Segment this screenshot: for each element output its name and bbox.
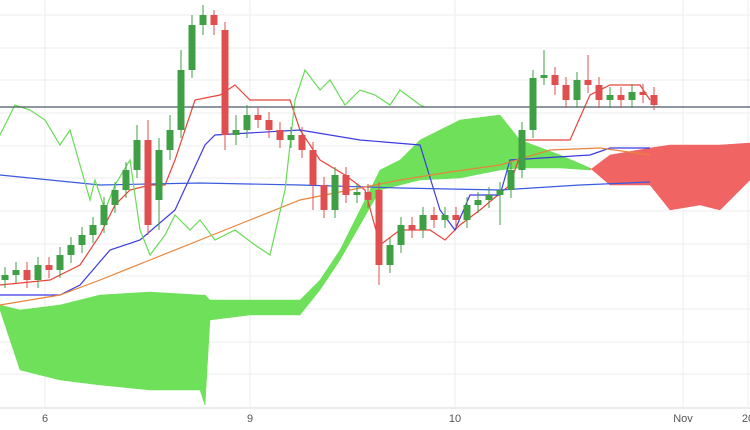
candle-body	[364, 192, 372, 200]
candle-body	[122, 170, 130, 190]
candle-body	[375, 190, 383, 265]
candle-body	[408, 225, 416, 230]
cloud-segment	[199, 294, 206, 406]
candle-body	[166, 130, 174, 150]
candle-body	[595, 85, 603, 100]
candle-body	[221, 30, 229, 135]
indicator-line	[0, 68, 426, 257]
candle-body	[551, 75, 559, 85]
candle-body	[518, 130, 526, 170]
candle-body	[386, 245, 394, 265]
candle-body	[100, 205, 108, 225]
candle-body	[507, 170, 515, 190]
x-tick-label: 9	[247, 413, 253, 425]
indicator-line	[0, 174, 651, 191]
cloud-segment	[719, 142, 750, 211]
indicator-line	[0, 129, 650, 296]
candle-body	[265, 120, 273, 130]
cloud-segment	[149, 291, 201, 391]
candle-body	[78, 235, 86, 245]
candle-body	[254, 115, 262, 120]
candle-body	[89, 225, 97, 235]
candle-body	[12, 270, 20, 275]
candle-body	[353, 192, 361, 195]
candle-body	[210, 15, 218, 25]
candle-body	[628, 92, 636, 100]
candle-body	[463, 205, 471, 220]
candle-body	[441, 215, 449, 220]
candle-body	[430, 215, 438, 220]
cloud-segment	[19, 304, 61, 381]
x-tick-label: 10	[449, 413, 461, 425]
candle-body	[133, 140, 141, 170]
cloud-segment	[459, 114, 501, 179]
candle-body	[309, 150, 317, 185]
candle-body	[485, 195, 493, 200]
candle-body	[56, 255, 64, 270]
candle-body	[639, 92, 647, 95]
candle-body	[23, 270, 31, 280]
candle-body	[34, 265, 42, 280]
candle-body	[584, 80, 592, 85]
candle-body	[144, 140, 152, 225]
candle-body	[540, 75, 548, 78]
candle-body	[298, 135, 306, 150]
candle-body	[342, 175, 350, 195]
candle-body	[496, 190, 504, 195]
candle-body	[331, 175, 339, 210]
cloud-segment	[249, 299, 301, 316]
candle-body	[320, 185, 328, 210]
candle-body	[617, 95, 625, 100]
x-tick-label: 20	[742, 413, 750, 425]
candle-body	[276, 130, 284, 140]
candle-body	[452, 215, 460, 220]
candle-body	[606, 95, 614, 100]
candle-body	[474, 200, 482, 205]
candle-body	[45, 265, 53, 270]
x-tick-label: 6	[42, 413, 48, 425]
candle-body	[573, 80, 581, 100]
candle-body	[188, 25, 196, 70]
candle-body	[1, 275, 9, 280]
candle-body	[177, 70, 185, 130]
candle-body	[155, 150, 163, 200]
cloud-segment	[699, 144, 721, 211]
x-tick-label: Nov	[673, 413, 693, 425]
candle-body	[111, 190, 119, 205]
candle-body	[232, 130, 240, 135]
candle-body	[199, 15, 207, 25]
candle-body	[67, 245, 75, 255]
candle-body	[243, 115, 251, 130]
candle-body	[287, 135, 295, 140]
cloud-segment	[59, 294, 101, 386]
candle-body	[397, 225, 405, 245]
candle-body	[419, 215, 427, 230]
candle-body	[650, 95, 658, 105]
cloud-segment	[669, 144, 701, 211]
candle-body	[562, 85, 570, 100]
cloud-segment	[99, 291, 151, 391]
candle-body	[529, 78, 537, 130]
